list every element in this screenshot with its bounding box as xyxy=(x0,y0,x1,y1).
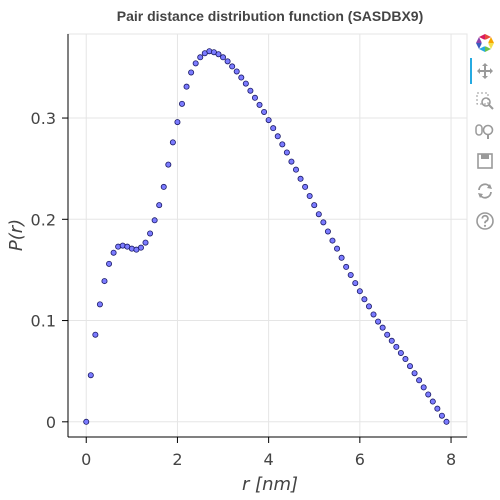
x-tick-label: 2 xyxy=(172,450,182,469)
data-point xyxy=(215,51,222,58)
data-point xyxy=(320,219,327,226)
data-point xyxy=(329,237,336,244)
data-point xyxy=(297,175,304,182)
data-point xyxy=(142,239,149,246)
data-point xyxy=(292,166,299,173)
data-point xyxy=(192,60,199,67)
data-point xyxy=(261,108,268,115)
y-tick-label: 0.2 xyxy=(31,210,56,229)
plot-frame xyxy=(67,33,468,438)
data-point xyxy=(306,193,313,200)
data-point xyxy=(443,418,450,425)
data-point xyxy=(270,125,277,132)
data-point xyxy=(256,101,263,108)
data-point xyxy=(352,280,359,287)
data-point xyxy=(315,211,322,218)
data-point xyxy=(425,391,432,398)
data-point xyxy=(229,63,236,70)
reset-icon[interactable] xyxy=(470,178,500,204)
data-point xyxy=(183,83,190,90)
data-point xyxy=(265,117,272,124)
data-point xyxy=(420,384,427,391)
data-point xyxy=(160,183,167,190)
data-point xyxy=(106,260,113,267)
data-point xyxy=(311,202,318,209)
x-axis-label: r [nm] xyxy=(242,474,298,495)
help-icon[interactable] xyxy=(470,208,500,234)
toolbar xyxy=(470,30,500,270)
y-axis-label: P(r) xyxy=(6,219,27,251)
data-point xyxy=(361,296,368,303)
data-point xyxy=(365,303,372,310)
data-point xyxy=(156,202,163,209)
data-point xyxy=(283,149,290,156)
data-point xyxy=(302,183,309,190)
data-point xyxy=(402,356,409,363)
pan-icon[interactable] xyxy=(470,58,500,84)
y-tick-label: 0 xyxy=(46,413,56,432)
data-point xyxy=(96,301,103,308)
data-point xyxy=(92,331,99,338)
save-icon[interactable] xyxy=(470,148,500,174)
data-point xyxy=(242,80,249,87)
data-point xyxy=(324,228,331,235)
data-point xyxy=(393,343,400,350)
data-point xyxy=(178,100,185,107)
data-point xyxy=(370,311,377,318)
data-point xyxy=(165,161,172,168)
y-tick-label: 0.3 xyxy=(31,109,56,128)
data-point xyxy=(197,54,204,61)
data-point xyxy=(388,337,395,344)
chart-title: Pair distance distribution function (SAS… xyxy=(117,8,423,24)
data-point xyxy=(87,372,94,379)
x-tick-label: 8 xyxy=(446,450,456,469)
data-point xyxy=(274,133,281,140)
data-point xyxy=(137,244,144,251)
data-point xyxy=(101,278,108,285)
data-point xyxy=(416,377,423,384)
data-point xyxy=(411,370,418,377)
wheel-zoom-icon[interactable] xyxy=(470,118,500,144)
x-tick-label: 4 xyxy=(264,450,274,469)
data-point xyxy=(151,217,158,224)
data-point xyxy=(429,398,436,405)
data-point xyxy=(224,58,231,65)
data-point xyxy=(174,119,181,126)
grid xyxy=(68,34,467,437)
bokeh-logo-icon[interactable] xyxy=(470,30,500,56)
active-tool-indicator xyxy=(470,58,472,84)
data-point xyxy=(251,94,258,101)
data-point xyxy=(220,54,227,61)
x-tick-label: 0 xyxy=(81,450,91,469)
data-point xyxy=(238,74,245,81)
x-tick-label: 6 xyxy=(355,450,365,469)
data-point xyxy=(288,158,295,165)
data-point xyxy=(356,288,363,295)
data-point xyxy=(147,230,154,237)
data-point xyxy=(110,249,117,256)
data-point xyxy=(247,87,254,94)
data-point xyxy=(434,405,441,412)
data-point xyxy=(334,245,341,252)
data-point xyxy=(169,139,176,146)
data-point xyxy=(347,271,354,278)
data-point xyxy=(438,412,445,419)
data-point xyxy=(338,254,345,261)
data-point xyxy=(83,418,90,425)
axis-ticks: 0 2 4 6 8 0 0.1 0.2 0.3 xyxy=(31,109,457,469)
data-point xyxy=(343,263,350,270)
data-points xyxy=(83,48,450,425)
box-zoom-icon[interactable] xyxy=(470,88,500,114)
data-point xyxy=(233,68,240,75)
data-point xyxy=(384,331,391,338)
y-tick-label: 0.1 xyxy=(31,312,56,331)
data-point xyxy=(375,318,382,325)
data-point xyxy=(188,69,195,76)
data-point xyxy=(406,363,413,370)
data-point xyxy=(397,349,404,356)
data-point xyxy=(279,141,286,148)
data-point xyxy=(379,324,386,331)
